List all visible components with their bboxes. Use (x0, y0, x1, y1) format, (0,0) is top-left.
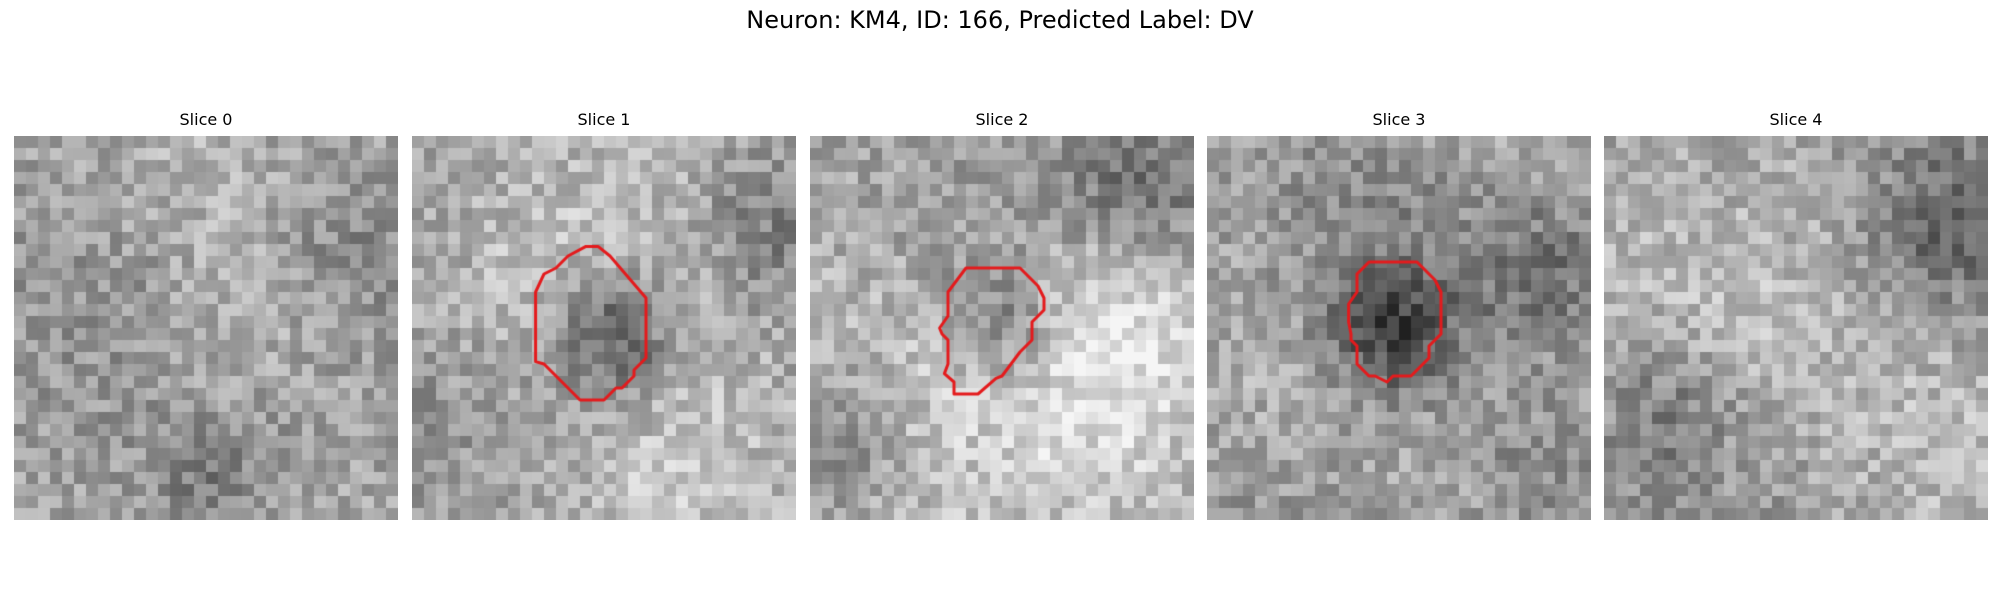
slice-image-0 (14, 136, 398, 520)
slice-title-4: Slice 4 (1769, 110, 1823, 129)
slice-image-3 (1207, 136, 1591, 520)
slice-title-2: Slice 2 (975, 110, 1029, 129)
slice-image-1 (412, 136, 796, 520)
slice-title-3: Slice 3 (1372, 110, 1426, 129)
slice-title-1: Slice 1 (577, 110, 631, 129)
slice-image-4 (1604, 136, 1988, 520)
slice-title-0: Slice 0 (179, 110, 233, 129)
figure-title: Neuron: KM4, ID: 166, Predicted Label: D… (746, 6, 1254, 34)
slice-image-2 (810, 136, 1194, 520)
